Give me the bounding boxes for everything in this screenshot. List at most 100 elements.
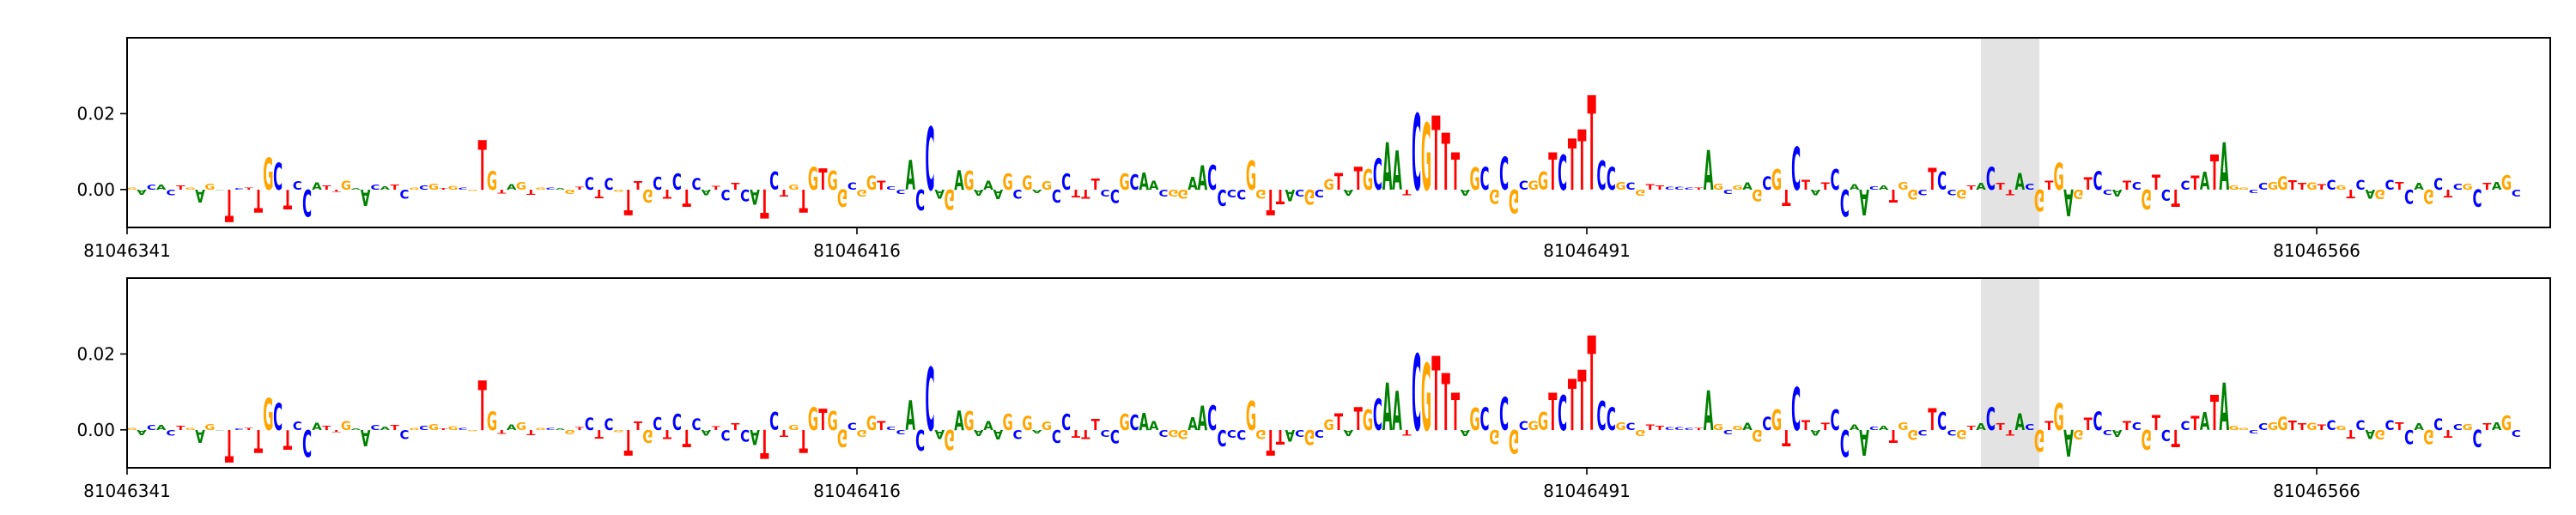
logo-letter-c: C <box>740 426 750 445</box>
logo-letter-a: A <box>215 189 226 190</box>
logo-letter-c: C <box>1480 401 1490 438</box>
logo-letter-t: T <box>1548 384 1557 443</box>
logo-letter-a: A <box>2492 180 2502 192</box>
logo-letter-g: G <box>945 423 955 455</box>
logo-letter-t: T <box>283 423 292 455</box>
logo-letter-c: C <box>1412 335 1421 455</box>
logo-letter-t: T <box>2482 182 2491 192</box>
logo-letter-c: C <box>672 410 682 435</box>
logo-letter-t: T <box>1782 185 1791 209</box>
logo-letter-t: T <box>322 424 331 432</box>
logo-letter-a: A <box>1032 188 1042 193</box>
logo-letter-t: T <box>1442 118 1450 209</box>
logo-letter-c: C <box>1685 186 1694 190</box>
logo-letter-t: T <box>2298 422 2306 433</box>
logo-letter-t: T <box>176 184 185 191</box>
logo-letter-g: G <box>837 183 848 210</box>
logo-letter-t: T <box>332 429 342 433</box>
logo-letter-t: T <box>1801 177 1811 192</box>
logo-letter-c: C <box>1869 426 1879 431</box>
logo-letter-g: G <box>1733 184 1743 191</box>
logo-letter-g: G <box>1022 173 1032 194</box>
logo-letter-c: C <box>1207 399 1217 439</box>
logo-letter-c: C <box>2356 417 2366 433</box>
logo-letter-g: G <box>2306 421 2317 433</box>
logo-letter-a: A <box>2414 182 2425 192</box>
logo-letter-c: C <box>1013 427 1023 441</box>
logo-letter-c: C <box>1840 421 1850 462</box>
logo-letter-c: C <box>721 186 731 203</box>
logo-letter-t: T <box>1431 336 1440 454</box>
logo-letter-a: A <box>1382 369 1393 445</box>
logo-letter-c: C <box>1499 148 1509 201</box>
logo-letter-c: C <box>371 424 380 432</box>
logo-letter-g: G <box>2375 186 2385 202</box>
logo-letter-c: C <box>2473 183 2482 209</box>
logo-letter-g: G <box>487 409 497 437</box>
logo-letter-t: T <box>1451 142 1460 203</box>
logo-letter-c: C <box>1918 428 1928 437</box>
logo-letter-t: T <box>1451 383 1460 443</box>
logo-letter-c: C <box>721 427 731 444</box>
logo-letter-a: A <box>380 426 391 431</box>
logo-letter-a: A <box>935 186 945 201</box>
logo-letter-t: T <box>176 424 185 432</box>
logo-letter-c: C <box>2181 420 2190 433</box>
logo-letter-a: A <box>1344 427 1354 438</box>
logo-letter-t: T <box>1568 124 1577 206</box>
logo-letter-c: C <box>1159 187 1169 197</box>
logo-letter-t: T <box>1967 424 1976 432</box>
logo-letter-a: A <box>1859 180 1869 221</box>
logo-letter-t: T <box>712 425 720 431</box>
logo-letter-a: A <box>312 181 322 192</box>
highlight-region <box>1981 38 2039 227</box>
logo-letter-g: G <box>2277 173 2287 194</box>
logo-letter-t: T <box>1276 425 1285 448</box>
logo-letter-t: T <box>2190 414 2199 434</box>
logo-letter-c: C <box>1052 425 1061 445</box>
logo-letter-c: C <box>1236 186 1246 202</box>
logo-letter-c: C <box>2453 182 2463 192</box>
logo-letter-t: T <box>818 164 827 197</box>
logo-letter-t: T <box>1334 409 1343 436</box>
logo-letter-c: C <box>302 180 312 224</box>
logo-letter-g: G <box>2229 184 2239 191</box>
logo-letter-a: A <box>2366 427 2376 439</box>
logo-letter-g: G <box>1470 162 1480 197</box>
logo-letter-a: A <box>2112 186 2123 197</box>
logo-letter-g: G <box>808 401 818 438</box>
logo-letter-c: C <box>147 424 156 432</box>
logo-letter-c: C <box>1061 409 1071 436</box>
x-tick-label: 81046341 <box>83 481 171 501</box>
logo-letter-t: T <box>1928 403 1937 438</box>
logo-letter-g: G <box>428 422 439 433</box>
logo-letter-g: G <box>1120 410 1130 435</box>
logo-letter-g: G <box>788 424 799 432</box>
logo-letter-g: G <box>409 187 419 191</box>
logo-letter-c: C <box>886 426 896 431</box>
logo-letter-g: G <box>467 189 477 191</box>
logo-letter-g: G <box>1470 403 1480 437</box>
logo-letter-t: T <box>2298 182 2306 192</box>
logo-letter-t: T <box>1694 427 1704 430</box>
logo-letter-t: T <box>2172 423 2181 451</box>
logo-letter-t: T <box>2210 385 2219 442</box>
logo-letter-t: T <box>2210 145 2219 202</box>
logo-letter-a: A <box>974 427 984 438</box>
logo-letter-t: T <box>1656 424 1664 432</box>
logo-letter-c: C <box>1499 389 1509 441</box>
logo-letter-g: G <box>1771 164 1782 197</box>
logo-track-top: G AC ACT G A G A T C T TG CT C C A T T G A A C A T C G C G T G C G T G TA… <box>76 37 2551 261</box>
logo-letter-c: C <box>1227 186 1236 198</box>
logo-letter-t: T <box>1267 421 1275 462</box>
logo-letter-t: T <box>2172 183 2181 210</box>
highlight-region <box>1981 278 2039 468</box>
logo-letter-t: T <box>2482 422 2491 433</box>
logo-letter-a: A <box>351 428 362 431</box>
logo-letter-t: T <box>595 427 605 439</box>
logo-letter-g: G <box>1956 427 1966 441</box>
logo-glyphs: G AC ACT G A G A T C T TG CT C C A T T G A A C A T C G C G T G C G T G TA… <box>127 312 2521 470</box>
logo-letter-g: G <box>127 186 137 190</box>
logo-letter-g: G <box>1528 420 1539 433</box>
logo-letter-c: C <box>1937 409 1947 437</box>
